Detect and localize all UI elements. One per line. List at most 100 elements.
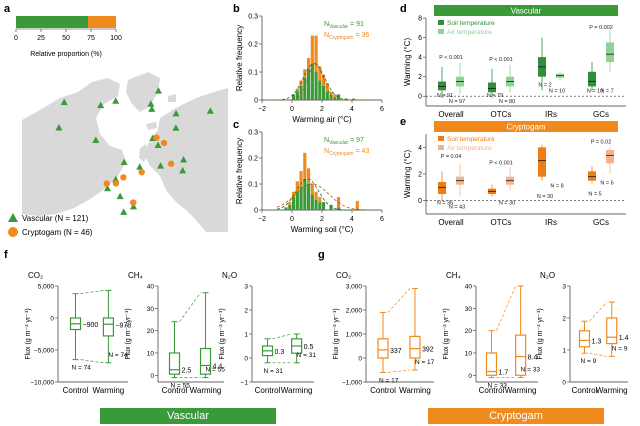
sample-size-value: = 36: [354, 32, 370, 39]
bar-cryptogam: [318, 197, 322, 203]
x-tick-label: 0: [290, 216, 294, 223]
median-label: 1.3: [592, 338, 602, 345]
map-site-vascular: [172, 124, 180, 131]
connector-upper: [589, 301, 608, 322]
bar-vascular: [329, 94, 333, 100]
bar-cryptogam: [355, 200, 359, 209]
map-site-cryptogam: [103, 180, 111, 187]
y-tick-label: 2: [418, 172, 422, 179]
y-tick-label: 3,000: [346, 284, 363, 291]
legend-air-label: Air temperature: [447, 29, 492, 36]
x-tick-label: 6: [380, 106, 384, 113]
bar-cryptogam: [303, 152, 307, 179]
sample-size-label: N = 74: [108, 352, 128, 359]
box-soil: [538, 147, 546, 177]
box: [377, 338, 389, 359]
density-curve-vascular: [277, 63, 375, 101]
bar-vascular: [352, 98, 356, 100]
legend-cryptogam-marker: [8, 227, 18, 237]
y-tick-label: 30: [465, 306, 473, 313]
boxplot-vascular-warming: Vascular 0 2 4 6 8 Overall OTCs IRs GCs Warming (°…: [403, 5, 626, 119]
y-tick-label: 0: [244, 356, 248, 363]
connector-upper: [80, 290, 104, 295]
legend-air-label: Air temperature: [447, 145, 492, 152]
flux-chart-g_co2: CO₂ 3,000 2,000 1,000 0 −1,000 Flux (g m⁻² yr⁻…: [333, 271, 435, 395]
median-label: 1.4: [619, 335, 629, 342]
sample-size-label: NCryptogam = 36: [324, 32, 369, 41]
bar-cryptogam: [288, 202, 292, 205]
map-site-cryptogam: [130, 199, 137, 206]
connector-upper: [387, 288, 411, 313]
box: [409, 335, 421, 359]
box: [515, 334, 527, 376]
y-tick-label: −5,000: [34, 348, 54, 355]
category-label: Warming: [281, 386, 313, 395]
box: [578, 330, 591, 348]
sample-size-label: N = 10: [587, 88, 603, 94]
sample-size-label: N = 55: [171, 383, 191, 390]
y-axis-label: Relative frequency: [235, 138, 244, 204]
bar-cryptogam: [310, 35, 314, 64]
y-tick-label: 2: [562, 316, 566, 323]
y-tick-label: −1: [241, 380, 249, 387]
bar-cryptogam: [322, 74, 326, 86]
panel-title-bar: [434, 121, 618, 132]
boxplot-cryptogam-warming: Cryptogam 0 2 4 Overall OTCs IRs GCs Warming (°C…: [403, 121, 626, 227]
sample-size-label: N = 79: [487, 93, 503, 99]
y-tick-label: 0: [254, 98, 258, 105]
flux-chart-f_n2o: N₂O −1 0 1 2 3 Flux (g m⁻² yr⁻¹) Control Warming…: [219, 271, 316, 395]
sample-size-sub: Vascular: [329, 24, 348, 30]
bar-cryptogam: [314, 191, 318, 200]
bar-cryptogam: [299, 171, 303, 187]
sample-size-label: NVascular = 97: [324, 137, 364, 146]
sample-size-label: N = 31: [297, 352, 317, 359]
cryptogam-banner: Cryptogam: [428, 408, 604, 424]
map-site-vascular: [206, 107, 214, 114]
p-value-label: P = 0.02: [591, 139, 612, 145]
bar-vascular: [303, 178, 307, 210]
sample-size-label: N = 5: [588, 191, 601, 197]
bar-vascular: [284, 207, 288, 210]
flux-chart-title: N₂O: [222, 271, 237, 280]
p-value-label: P = 0.04: [441, 154, 462, 160]
sample-size-label: N = 55: [206, 367, 226, 374]
median-label: 2.5: [182, 368, 192, 375]
y-tick-label: 0.2: [248, 42, 258, 49]
panel-title-bar: [434, 5, 618, 16]
bar-vascular: [307, 69, 311, 100]
flux-chart-g_ch4: CH₄ 0 10 20 30 40 Flux (g m⁻² yr⁻¹) Control Warm…: [443, 271, 540, 395]
y-tick-label: 0: [150, 373, 154, 380]
sample-size-label: N = 30: [537, 194, 553, 200]
bar-vascular: [337, 207, 341, 210]
y-tick-label: 2: [244, 308, 248, 315]
bar-vascular: [310, 194, 314, 210]
bar-cryptogam: [292, 191, 296, 197]
bar-vascular: [295, 191, 299, 210]
bar-vascular: [303, 77, 307, 100]
flux-chart-title: CO₂: [28, 271, 43, 280]
bar-vascular: [292, 94, 296, 100]
proportion-tick-label: 100: [110, 35, 122, 42]
box-air: [606, 42, 614, 62]
map-site-cryptogam: [120, 174, 127, 181]
map-site-markers: [55, 87, 214, 215]
box-soil: [438, 182, 446, 194]
proportion-segment-cryptogam: [88, 16, 116, 28]
y-tick-label: 40: [147, 284, 155, 291]
sample-size-label: N = 33: [521, 367, 541, 374]
map-site-vascular: [120, 208, 128, 215]
map-land-iceland: [146, 122, 157, 130]
proportion-segment-vascular: [16, 16, 88, 28]
y-tick-label: 10: [147, 350, 155, 357]
box-soil: [588, 171, 596, 181]
y-tick-label: 0: [418, 94, 422, 101]
x-tick-label: −2: [258, 106, 266, 113]
p-value-label: P < 0.001: [489, 161, 513, 167]
proportion-axis-label: Relative proportion (%): [30, 51, 102, 58]
map-site-cryptogam: [112, 180, 120, 187]
y-tick-label: −10,000: [30, 380, 54, 387]
y-tick-label: 0: [358, 356, 362, 363]
